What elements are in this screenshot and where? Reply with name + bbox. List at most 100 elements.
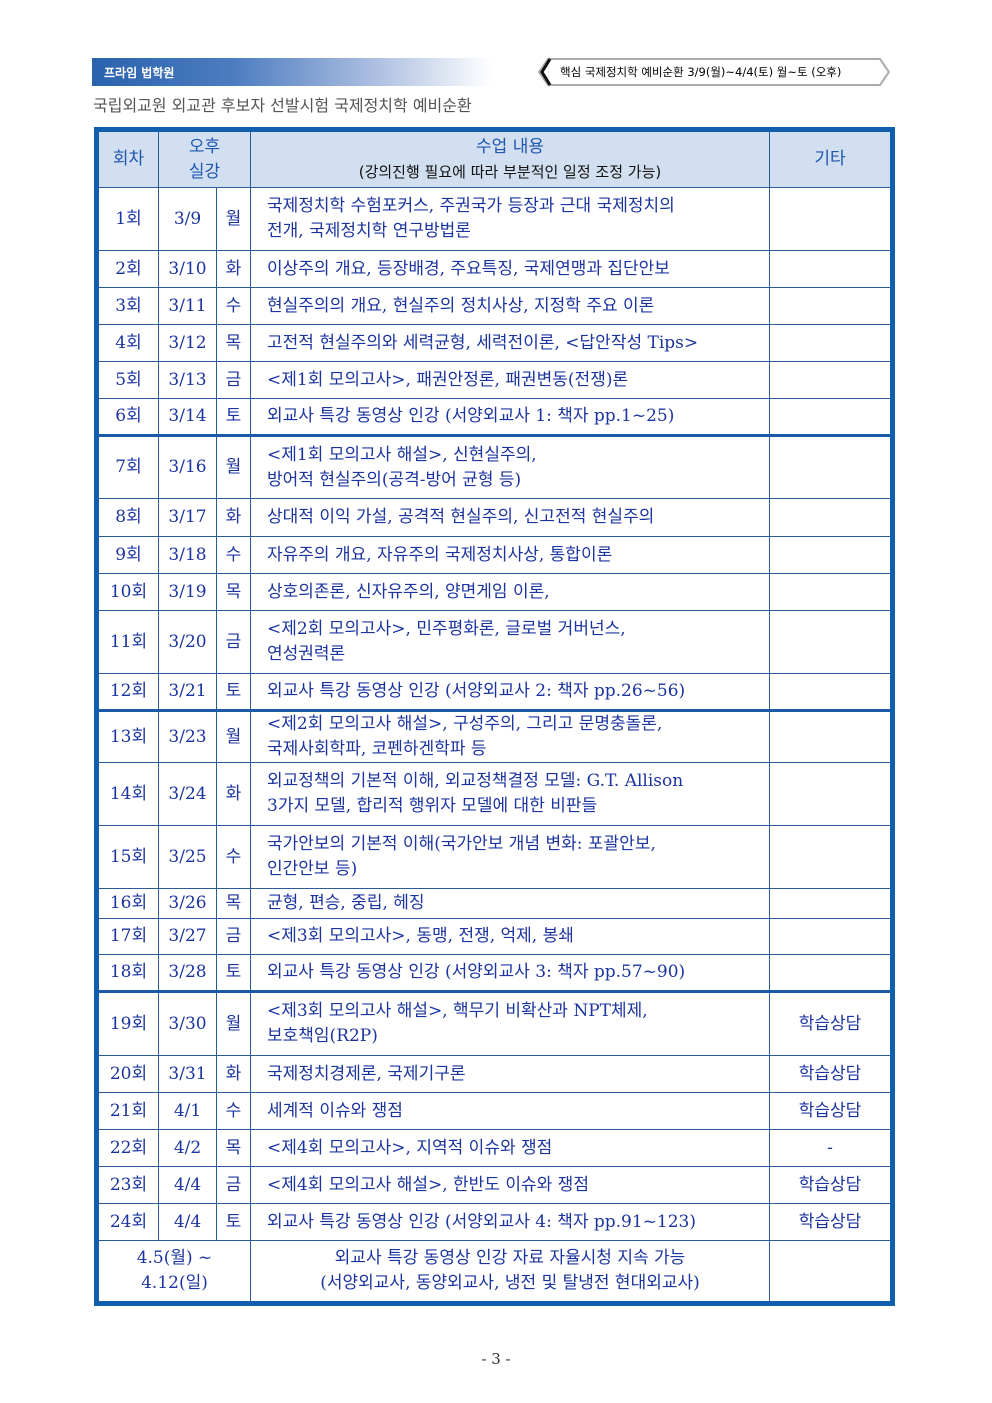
note-cell bbox=[769, 287, 893, 325]
header-session: 회차 bbox=[96, 129, 159, 188]
note-cell bbox=[769, 398, 893, 437]
session-cell: 6회 bbox=[96, 398, 159, 437]
session-cell: 21회 bbox=[96, 1092, 159, 1130]
day-cell: 화 bbox=[216, 1055, 251, 1093]
note-cell bbox=[769, 710, 893, 763]
course-tag-text: 핵심 국제정치학 예비순환 3/9(월)~4/4(토) 월~토 (오후) bbox=[560, 65, 842, 79]
date-cell: 3/14 bbox=[158, 398, 217, 437]
content-line: 상호의존론, 신자유주의, 양면게임 이론, bbox=[267, 581, 550, 602]
day-cell: 토 bbox=[216, 398, 251, 437]
note-cell bbox=[769, 187, 893, 251]
content-cell: 국제정치경제론, 국제기구론 bbox=[250, 1055, 770, 1093]
content-cell: 외교사 특강 동영상 인강 (서양외교사 1: 책자 pp.1~25) bbox=[250, 398, 770, 437]
note-cell bbox=[769, 250, 893, 288]
day-cell: 화 bbox=[216, 498, 251, 537]
content-line: <제3회 모의고사 해설>, 핵무기 비확산과 NPT체제, bbox=[267, 1001, 648, 1021]
content-line: <제2회 모의고사>, 민주평화론, 글로벌 거버넌스, bbox=[267, 619, 626, 639]
content-cell: <제3회 모의고사 해설>, 핵무기 비확산과 NPT체제, 보호책임(R2P) bbox=[250, 991, 770, 1056]
session-cell: 1회 bbox=[96, 187, 159, 251]
brand-name: 프라임 법학원 bbox=[104, 66, 175, 80]
date-cell: 3/24 bbox=[158, 762, 217, 826]
note-cell: 학습상담 bbox=[769, 991, 893, 1056]
day-cell: 화 bbox=[216, 762, 251, 826]
header-content-line1: 수업 내용 bbox=[476, 136, 544, 157]
content-cell: <제2회 모의고사>, 민주평화론, 글로벌 거버넌스, 연성권력론 bbox=[250, 610, 770, 674]
day-cell: 목 bbox=[216, 324, 251, 362]
day-cell: 화 bbox=[216, 250, 251, 288]
session-cell: 15회 bbox=[96, 825, 159, 889]
session-cell: 12회 bbox=[96, 673, 159, 712]
day-cell: 토 bbox=[216, 673, 251, 712]
content-line: 외교사 특강 동영상 인강 (서양외교사 4: 책자 pp.91~123) bbox=[267, 1211, 697, 1232]
note-cell bbox=[769, 762, 893, 826]
content-line: 외교정책의 기본적 이해, 외교정책결정 모델: G.T. Allison bbox=[267, 771, 684, 791]
note-cell bbox=[769, 573, 893, 611]
header-row: 회차 오후 실강 수업 내용 (강의진행 필요에 따라 부분적인 일정 조정 가… bbox=[96, 129, 893, 188]
footer-content-line: 외교사 특강 동영상 인강 자료 자율시청 지속 가능 bbox=[334, 1248, 686, 1268]
content-cell: <제4회 모의고사 해설>, 한반도 이슈와 쟁점 bbox=[250, 1166, 770, 1204]
footer-content-line: (서양외교사, 동양외교사, 냉전 및 탈냉전 현대외교사) bbox=[320, 1273, 700, 1293]
header-date-line1: 오후 bbox=[188, 136, 221, 157]
session-cell: 23회 bbox=[96, 1166, 159, 1204]
session-cell: 24회 bbox=[96, 1203, 159, 1241]
table-row: 24회 4/4 토 외교사 특강 동영상 인강 (서양외교사 4: 책자 pp.91~… bbox=[96, 1203, 893, 1241]
note-cell: 학습상담 bbox=[769, 1055, 893, 1093]
period-cell: 4.5(월) ~ 4.12(일) bbox=[96, 1240, 251, 1304]
table-row: 4회 3/12 목 고전적 현실주의와 세력균형, 세력전이론, <답안작성 Tips… bbox=[96, 324, 893, 362]
content-line: 3가지 모델, 합리적 행위자 모델에 대한 비판들 bbox=[267, 796, 598, 816]
content-cell: 상대적 이익 가설, 공격적 현실주의, 신고전적 현실주의 bbox=[250, 498, 770, 537]
content-cell: 고전적 현실주의와 세력균형, 세력전이론, <답안작성 Tips> bbox=[250, 324, 770, 362]
session-cell: 7회 bbox=[96, 435, 159, 499]
content-line: <제1회 모의고사 해설>, 신현실주의, bbox=[267, 444, 537, 465]
day-cell: 월 bbox=[216, 435, 251, 499]
day-cell: 목 bbox=[216, 573, 251, 611]
content-line: 현실주의의 개요, 현실주의 정치사상, 지정학 주요 이론 bbox=[267, 295, 655, 316]
day-cell: 월 bbox=[216, 991, 251, 1056]
note-cell: 학습상담 bbox=[769, 1092, 893, 1130]
content-cell: <제2회 모의고사 해설>, 구성주의, 그리고 문명충돌론, 국제사회학파, 코… bbox=[250, 710, 770, 763]
date-cell: 3/31 bbox=[158, 1055, 217, 1093]
tag-frame-icon bbox=[538, 58, 890, 86]
content-cell: <제4회 모의고사>, 지역적 이슈와 쟁점 bbox=[250, 1129, 770, 1167]
table-row: 18회 3/28 토 외교사 특강 동영상 인강 (서양외교사 3: 책자 pp.57… bbox=[96, 954, 893, 993]
note-cell bbox=[769, 954, 893, 993]
table-row: 20회 3/31 화 국제정치경제론, 국제기구론 학습상담 bbox=[96, 1055, 893, 1093]
date-cell: 3/13 bbox=[158, 361, 217, 399]
day-cell: 목 bbox=[216, 888, 251, 919]
day-cell: 월 bbox=[216, 187, 251, 251]
session-cell: 22회 bbox=[96, 1129, 159, 1167]
day-cell: 금 bbox=[216, 610, 251, 674]
table-row: 13회 3/23 월 <제2회 모의고사 해설>, 구성주의, 그리고 문명충돌론, 국… bbox=[96, 710, 893, 763]
content-line: 연성권력론 bbox=[267, 644, 346, 664]
session-cell: 20회 bbox=[96, 1055, 159, 1093]
content-cell: 균형, 편승, 중립, 헤징 bbox=[250, 888, 770, 919]
table-row: 6회 3/14 토 외교사 특강 동영상 인강 (서양외교사 1: 책자 pp.1~2… bbox=[96, 398, 893, 437]
note-cell bbox=[769, 498, 893, 537]
header-date-line2: 실강 bbox=[188, 161, 221, 182]
day-cell: 금 bbox=[216, 361, 251, 399]
course-tag: 핵심 국제정치학 예비순환 3/9(월)~4/4(토) 월~토 (오후) bbox=[538, 58, 890, 86]
content-line: 상대적 이익 가설, 공격적 현실주의, 신고전적 현실주의 bbox=[267, 507, 655, 527]
date-cell: 3/26 bbox=[158, 888, 217, 919]
day-cell: 수 bbox=[216, 825, 251, 889]
table-row: 14회 3/24 화 외교정책의 기본적 이해, 외교정책결정 모델: G.T. Al… bbox=[96, 762, 893, 826]
date-cell: 3/21 bbox=[158, 673, 217, 712]
content-line: 고전적 현실주의와 세력균형, 세력전이론, <답안작성 Tips> bbox=[267, 332, 699, 353]
note-cell bbox=[769, 324, 893, 362]
date-cell: 3/19 bbox=[158, 573, 217, 611]
content-cell: <제3회 모의고사>, 동맹, 전쟁, 억제, 봉쇄 bbox=[250, 918, 770, 955]
content-cell: 이상주의 개요, 등장배경, 주요특징, 국제연맹과 집단안보 bbox=[250, 250, 770, 288]
session-cell: 2회 bbox=[96, 250, 159, 288]
date-cell: 3/12 bbox=[158, 324, 217, 362]
header-content-line2: (강의진행 필요에 따라 부분적인 일정 조정 가능) bbox=[358, 162, 662, 181]
content-line: 전개, 국제정치학 연구방법론 bbox=[267, 221, 471, 241]
day-cell: 금 bbox=[216, 1166, 251, 1204]
note-cell bbox=[769, 888, 893, 919]
note-cell bbox=[769, 361, 893, 399]
date-cell: 3/9 bbox=[158, 187, 217, 251]
content-line: 방어적 현실주의(공격-방어 균형 등) bbox=[267, 469, 522, 490]
table-row: 17회 3/27 금 <제3회 모의고사>, 동맹, 전쟁, 억제, 봉쇄 bbox=[96, 918, 893, 955]
session-cell: 3회 bbox=[96, 287, 159, 325]
date-cell: 3/10 bbox=[158, 250, 217, 288]
day-cell: 수 bbox=[216, 536, 251, 574]
